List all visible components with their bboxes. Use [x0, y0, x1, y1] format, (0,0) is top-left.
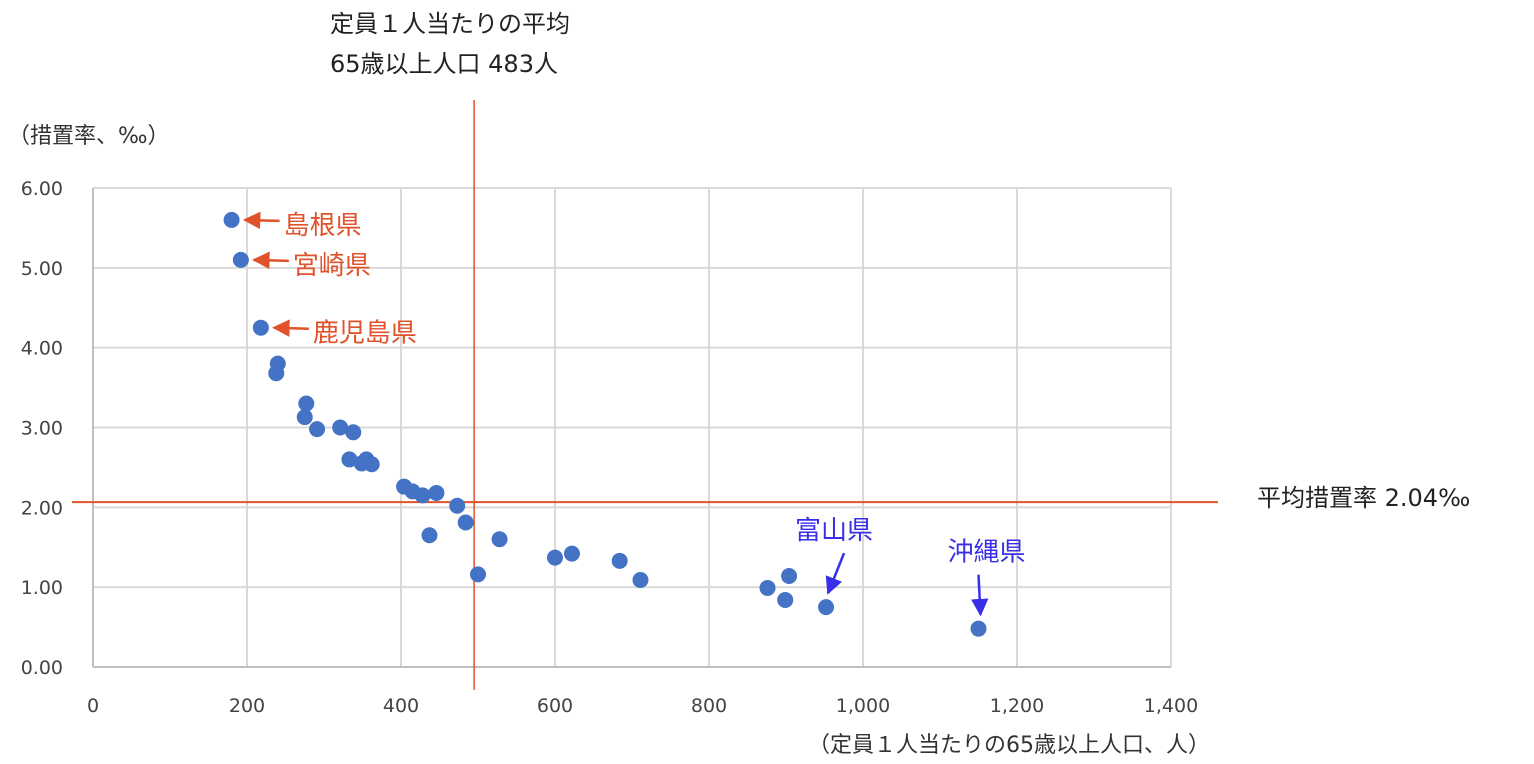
data-point	[449, 497, 466, 514]
data-point	[781, 567, 798, 584]
annotation-label: 鹿児島県	[313, 319, 417, 349]
annotation-label: 沖縄県	[947, 538, 1025, 568]
data-point	[252, 319, 269, 336]
data-points	[223, 211, 987, 637]
gridlines	[93, 187, 1172, 668]
data-point	[428, 484, 445, 501]
annotation-arrow	[252, 251, 289, 270]
data-point	[345, 424, 362, 441]
annotation-label: 富山県	[795, 516, 873, 546]
x-tick-label: 600	[537, 695, 573, 717]
reference-lines	[72, 100, 1218, 690]
data-point	[223, 211, 240, 228]
data-point	[611, 552, 628, 569]
y-tick-label: 4.00	[21, 338, 63, 360]
y-tick-label: 3.00	[21, 418, 63, 440]
data-point	[759, 579, 776, 596]
data-point	[341, 451, 358, 468]
data-point	[970, 620, 987, 637]
data-point	[232, 251, 249, 268]
x-tick-label: 0	[87, 695, 99, 717]
data-point	[414, 487, 431, 504]
data-point	[363, 456, 380, 473]
data-point	[268, 365, 285, 382]
x-tick-label: 800	[691, 695, 727, 717]
data-point	[298, 395, 315, 412]
data-point	[470, 566, 486, 583]
x-tick-label: 1,400	[1144, 695, 1198, 717]
data-point	[457, 514, 474, 531]
horizontal-reference-label: 平均措置率 2.04‰	[1257, 484, 1470, 512]
x-tick-label: 200	[229, 695, 265, 717]
x-tick-label: 400	[383, 695, 419, 717]
y-tick-label: 2.00	[21, 497, 63, 519]
annotation-arrow	[825, 552, 846, 595]
annotation-label: 宮崎県	[293, 251, 371, 281]
data-point	[547, 549, 563, 566]
annotation-label: 島根県	[284, 211, 362, 241]
annotation-arrow	[272, 319, 309, 337]
x-tick-labels: 0 200 400 600 800 1,000 1,200 1,400	[87, 695, 1198, 717]
annotation-arrow	[970, 574, 989, 617]
data-point	[632, 571, 649, 588]
data-point	[563, 545, 580, 562]
y-tick-label: 1.00	[21, 577, 63, 599]
x-tick-label: 1,000	[836, 695, 890, 717]
axes	[92, 188, 1171, 668]
x-tick-label: 1,200	[990, 695, 1044, 717]
y-tick-label: 5.00	[21, 258, 63, 280]
y-tick-labels: 0.00 1.00 2.00 3.00 4.00 5.00 6.00	[21, 178, 63, 679]
vertical-reference-label-line1: 定員１人当たりの平均	[330, 10, 570, 38]
data-point	[818, 599, 835, 616]
data-point	[777, 591, 794, 608]
y-tick-label: 0.00	[21, 657, 63, 679]
y-axis-label: （措置率、‰）	[8, 124, 170, 149]
annotation-arrow	[242, 211, 280, 230]
data-point	[421, 527, 438, 544]
data-point	[296, 409, 313, 426]
y-tick-label: 6.00	[21, 178, 63, 200]
data-point	[332, 419, 349, 436]
x-axis-label: （定員１人当たりの65歳以上人口、人）	[808, 733, 1210, 758]
vertical-reference-label-line2: 65歳以上人口 483人	[330, 50, 558, 78]
data-point	[309, 421, 326, 438]
data-point	[491, 531, 508, 548]
